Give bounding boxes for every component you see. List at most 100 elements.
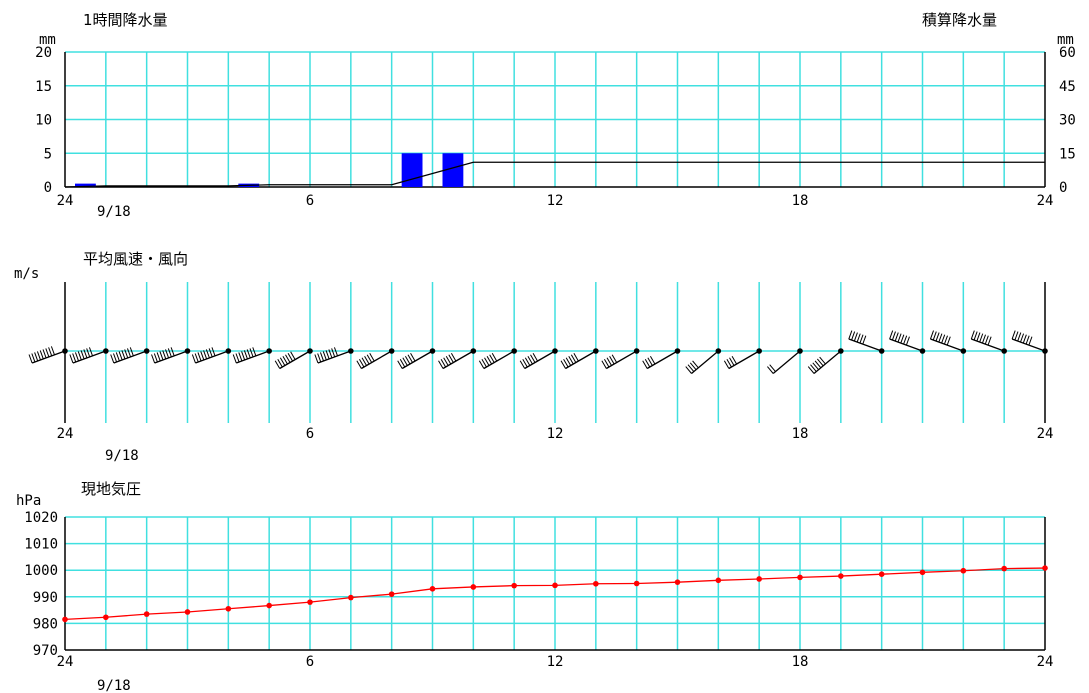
- wind-barb-feather: [853, 332, 858, 342]
- wind-barb-station-dot: [715, 348, 722, 354]
- wind-barb-feather: [110, 354, 115, 364]
- wind-barb-feather: [970, 330, 975, 340]
- chart-marks: 20 15 10 5 0 60 45 30 15 0 24 6 12 18 24 24 6 12 18 24 1020 1…: [24, 45, 1076, 670]
- wind-barb-feather: [274, 360, 281, 369]
- pressure-point: [143, 611, 150, 617]
- pressure-point: [960, 567, 967, 574]
- wind-barb-feather: [491, 353, 498, 362]
- wind-barb: [642, 348, 681, 370]
- wind-barb-feather: [1011, 330, 1016, 340]
- wind-barb-feather: [935, 332, 940, 342]
- pressure-point: [552, 582, 558, 589]
- wind-barb-feather: [729, 357, 735, 366]
- wind-barb-shaft: [772, 350, 801, 374]
- wind-barb-shaft: [442, 350, 474, 370]
- wind-barb-station-dot: [511, 348, 517, 354]
- wind-barb-feather: [443, 357, 449, 366]
- wind-barb-feather: [1014, 331, 1019, 341]
- wind-barb-feather: [897, 333, 902, 343]
- wind-barb-feather: [851, 331, 856, 341]
- wind-barb-station-dot: [838, 348, 844, 354]
- wind-barb-feather: [609, 355, 615, 365]
- precip-ylabel-right: mm: [1057, 32, 1074, 48]
- wind-barb-feather: [31, 353, 36, 363]
- wind-barb-feather: [530, 354, 536, 363]
- wind-barb-feather: [203, 350, 208, 360]
- pressure-point: [429, 586, 436, 592]
- wind-barb-feather: [894, 332, 899, 342]
- wind-xtick-label: 12: [547, 426, 564, 442]
- wind-barb-station-dot: [470, 348, 477, 354]
- pressure-ytick-label: 1000: [24, 563, 58, 579]
- wind-barb-shaft: [646, 350, 678, 370]
- wind-barb-feather: [50, 346, 55, 356]
- wind-barb-feather: [522, 358, 528, 368]
- pressure-point: [593, 580, 599, 587]
- wind-barb-station-dot: [756, 348, 762, 354]
- precip-ytick-label: 15: [35, 79, 52, 95]
- wind-barb-feather: [900, 334, 905, 344]
- pressure-point: [307, 599, 313, 605]
- wind-barb-station-dot: [103, 348, 109, 354]
- precip-title: 1時間降水量: [83, 11, 168, 29]
- wind-barb-feather: [481, 358, 487, 368]
- pressure-point: [266, 602, 272, 609]
- wind-barb-feather: [769, 364, 776, 372]
- wind-barb-feather: [987, 336, 992, 346]
- pressure-xtick-label: 24: [57, 654, 74, 670]
- wind-barb: [601, 348, 640, 370]
- wind-barb-station-dot: [143, 348, 150, 354]
- wind-barb: [397, 348, 436, 370]
- wind-barb-shaft: [524, 350, 556, 370]
- wind-barb-feather: [243, 350, 248, 360]
- wind-barb-feather: [1020, 333, 1025, 343]
- wind-xtick-label: 24: [57, 426, 74, 442]
- precip-bar: [75, 183, 96, 187]
- wind-barb-feather: [606, 357, 612, 366]
- wind-barb-feather: [687, 364, 695, 372]
- wind-barb-feather: [565, 357, 572, 366]
- wind-barb-feather: [48, 347, 53, 357]
- wind-xtick-label: 6: [306, 426, 314, 442]
- wind-barb-shaft: [848, 338, 882, 352]
- wind-barb-feather: [941, 334, 946, 344]
- wind-date-label: 9/18: [105, 448, 139, 464]
- wind-title: 平均風速・風向: [83, 250, 188, 268]
- precip-xtick-label: 12: [547, 193, 564, 209]
- wind-barb-feather: [932, 331, 937, 341]
- wind-barb-feather: [397, 360, 403, 369]
- wind-barb-station-dot: [552, 348, 558, 354]
- wind-barb-feather: [317, 353, 322, 363]
- wind-barb-station-dot: [878, 348, 885, 354]
- wind-barb-feather: [153, 353, 158, 363]
- precip-title-right: 積算降水量: [922, 11, 997, 29]
- wind-barb-feather: [124, 349, 129, 359]
- pressure-point: [103, 614, 109, 621]
- wind-barb: [807, 348, 844, 374]
- wind-barb-shaft: [236, 350, 270, 364]
- wind-barb-feather: [285, 354, 291, 363]
- wind-barb-feather: [905, 336, 910, 346]
- pressure-point: [919, 569, 926, 576]
- wind-barb-feather: [450, 353, 457, 362]
- wind-barb: [889, 330, 926, 354]
- wind-barb-feather: [211, 347, 216, 357]
- pressure-point: [388, 591, 395, 597]
- wind-barb-feather: [981, 334, 987, 344]
- wind-barb-feather: [486, 355, 493, 365]
- wind-barb: [723, 348, 762, 370]
- wind-barb-feather: [165, 349, 170, 359]
- wind-barb-feather: [127, 348, 132, 358]
- pressure-title: 現地気圧: [81, 480, 141, 498]
- precip-bar: [442, 153, 464, 187]
- wind-barb-feather: [814, 360, 822, 369]
- wind-barb-station-dot: [1001, 348, 1007, 354]
- wind-barb-feather: [159, 351, 164, 361]
- wind-barb-feather: [287, 353, 294, 362]
- wind-barb-feather: [976, 332, 981, 342]
- wind-xtick-label: 18: [792, 426, 809, 442]
- wind-barb-feather: [568, 355, 574, 365]
- wind-barb-feather: [151, 354, 156, 364]
- wind-barb-feather: [692, 360, 699, 369]
